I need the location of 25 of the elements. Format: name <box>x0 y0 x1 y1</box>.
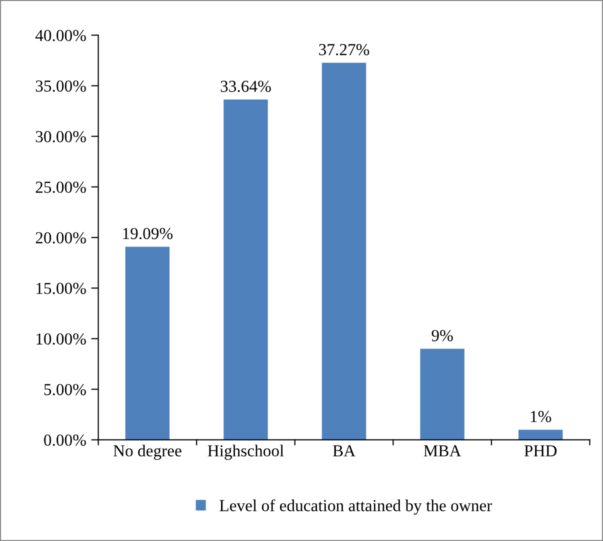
x-tick-label: PHD <box>524 445 557 456</box>
data-label: 1% <box>530 410 552 422</box>
bar <box>322 62 366 440</box>
data-label: 9% <box>432 330 453 342</box>
y-tick-label: 25.00% <box>36 182 86 193</box>
data-label: 33.64% <box>220 80 271 92</box>
bar <box>125 246 170 440</box>
y-tick-label: 0.00% <box>44 434 86 446</box>
x-tick-label: Highschool <box>208 444 284 460</box>
y-tick-label: 40.00% <box>35 30 86 42</box>
y-tick-label: 20.00% <box>36 232 86 244</box>
y-tick-label: 35.00% <box>36 80 86 92</box>
bar <box>420 348 464 440</box>
data-label: 19.09% <box>123 228 173 240</box>
bar <box>224 100 268 440</box>
y-tick-label: 15.00% <box>36 282 86 294</box>
x-tick-label: MBA <box>424 445 462 456</box>
bar <box>518 430 563 440</box>
y-tick-label: 5.00% <box>44 384 86 396</box>
x-tick-label: BA <box>332 445 356 456</box>
legend-label: Level of education attained by the owner <box>220 499 492 515</box>
data-label: 37.27% <box>319 44 370 56</box>
y-tick-label: 10.00% <box>36 333 86 345</box>
y-tick-label: 30.00% <box>36 131 86 142</box>
x-tick-label: No degree <box>113 444 182 460</box>
